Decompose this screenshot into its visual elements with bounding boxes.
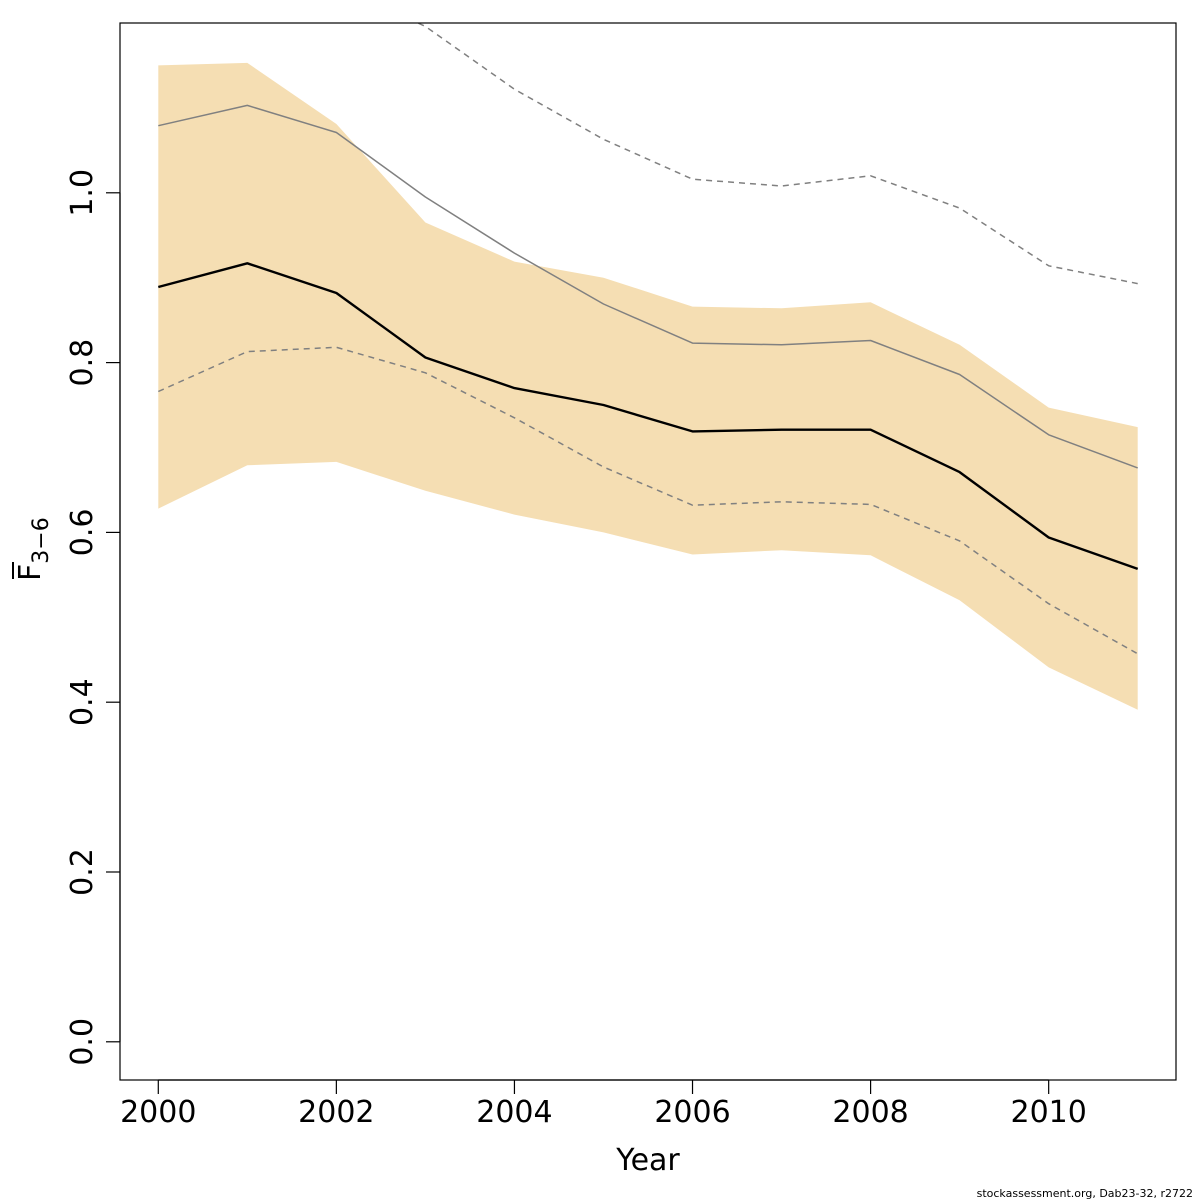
y-tick-label: 0.2: [65, 848, 100, 896]
svg-text:F3−6: F3−6: [13, 517, 54, 581]
x-tick-label: 2006: [654, 1095, 730, 1130]
comparison-lower-dashed-line: [157, 346, 1139, 655]
y-axis-title: F3−6: [12, 517, 54, 581]
x-tick-label: 2008: [832, 1095, 908, 1130]
y-tick-label: 0.0: [65, 1018, 100, 1066]
confidence-band: [158, 62, 1138, 710]
x-tick-label: 2010: [1010, 1095, 1086, 1130]
x-tick-label: 2002: [298, 1095, 374, 1130]
estimate-line: [157, 262, 1139, 571]
comparison-line: [158, 104, 1138, 469]
y-tick-label: 1.0: [65, 169, 100, 217]
x-tick-label: 2000: [120, 1095, 196, 1130]
y-tick-label: 0.8: [65, 339, 100, 387]
footer-credit: stockassessment.org, Dab23-32, r2722: [977, 1187, 1193, 1200]
axes-layer: 2000 2002 2004 2006 2008 2010 0.0 0.2 0.4 0.6 0.8 1…: [65, 169, 1087, 1130]
y-axis-title-main: F: [13, 564, 48, 581]
x-axis-title: Year: [615, 1143, 680, 1178]
y-tick-label: 0.4: [65, 678, 100, 726]
y-tick-label: 0.6: [65, 509, 100, 557]
y-axis-title-subscript: 3−6: [29, 517, 54, 563]
x-tick-label: 2004: [476, 1095, 552, 1130]
plot-layer: [157, 23, 1139, 710]
comparison-upper-dashed-line: [415, 23, 1138, 285]
